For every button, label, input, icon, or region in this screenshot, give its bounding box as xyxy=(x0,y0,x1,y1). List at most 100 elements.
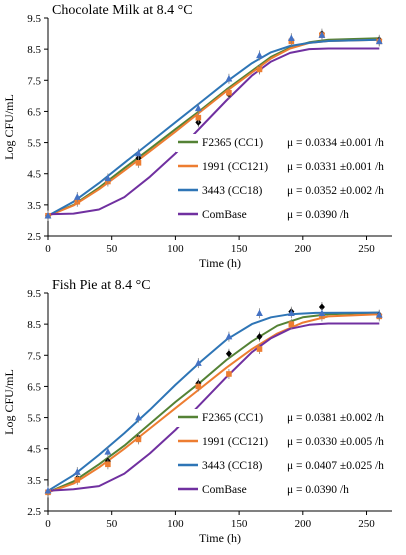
series-line-2 xyxy=(47,38,380,217)
chart-svg: Fish Pie at 8.4 °C 2.5 3.5 4.5 5.5 6.5 7.5 8.5 9… xyxy=(2,278,392,545)
chart-panel-fish-pie: Fish Pie at 8.4 °C 2.5 3.5 4.5 5.5 6.5 7.5 8.5 9… xyxy=(0,275,406,550)
triangle-marker xyxy=(73,193,81,200)
legend-bg xyxy=(176,457,390,475)
y-tick-label: 8.5 xyxy=(27,44,41,56)
data-point xyxy=(195,381,202,392)
square-marker xyxy=(256,66,263,73)
legend-mu-label: μ = 0.0390 /h xyxy=(287,484,349,496)
legend-mu-label: μ = 0.0407 ±0.025 /h xyxy=(287,460,384,472)
chart-title: Chocolate Milk at 8.4 °C xyxy=(52,3,193,18)
square-marker xyxy=(226,89,232,96)
triangle-marker xyxy=(287,309,295,317)
triangle-marker xyxy=(194,359,202,366)
triangle-marker xyxy=(135,149,142,157)
legend-mu-label: μ = 0.0381 ±0.002 /h xyxy=(287,412,384,424)
triangle-marker xyxy=(225,332,233,340)
legend-bg xyxy=(176,481,390,499)
triangle-marker xyxy=(44,486,52,494)
data-point xyxy=(287,33,295,44)
data-point xyxy=(135,434,142,445)
square-marker xyxy=(105,461,111,468)
data-point xyxy=(44,485,52,496)
x-axis-label: Time (h) xyxy=(199,531,241,545)
triangle-marker xyxy=(318,31,326,38)
data-point xyxy=(73,192,81,203)
y-axis-label: Log CFU/mL xyxy=(2,369,16,435)
diamond-marker xyxy=(225,350,232,358)
data-point xyxy=(256,64,263,75)
legend-bg xyxy=(176,206,390,224)
data-point xyxy=(226,87,232,98)
y-tick-label: 9.5 xyxy=(27,13,41,25)
y-tick-label: 4.5 xyxy=(27,169,41,181)
x-tick-label: 250 xyxy=(358,518,375,530)
data-point xyxy=(73,467,81,478)
y-tick-label: 5.5 xyxy=(27,413,41,425)
x-tick-label: 150 xyxy=(231,243,248,255)
x-tick-label: 50 xyxy=(106,518,118,530)
data-point xyxy=(226,368,232,379)
data-point xyxy=(104,173,112,184)
data-point xyxy=(288,319,295,330)
triangle-marker xyxy=(318,309,326,317)
data-point xyxy=(104,446,112,457)
square-marker xyxy=(288,321,295,327)
data-point xyxy=(256,344,263,355)
legend-mu-label: μ = 0.0390 /h xyxy=(287,209,349,221)
legend-label: 3443 (CC18) xyxy=(202,460,263,472)
data-point xyxy=(225,348,232,359)
x-axis-label: Time (h) xyxy=(199,256,241,270)
triangle-marker xyxy=(194,104,202,112)
legend-label: 3443 (CC18) xyxy=(202,185,263,197)
legend-label: 1991 (CC121) xyxy=(202,436,268,448)
triangle-marker xyxy=(375,311,383,318)
square-marker xyxy=(135,160,142,166)
legend-bg xyxy=(176,158,390,176)
triangle-marker xyxy=(256,51,263,59)
legend-bg xyxy=(176,409,390,427)
x-tick-label: 150 xyxy=(231,518,248,530)
x-tick-label: 50 xyxy=(106,243,118,255)
data-point xyxy=(135,157,142,168)
data-point xyxy=(256,50,263,61)
chart-title: Fish Pie at 8.4 °C xyxy=(52,278,151,293)
triangle-marker xyxy=(104,174,112,182)
chart-panel-chocolate-milk: Chocolate Milk at 8.4 °C 2.5 3.5 4.5 5.5 6.5 7… xyxy=(0,0,406,275)
square-marker xyxy=(135,436,142,443)
legend-mu-label: μ = 0.0334 ±0.001 /h xyxy=(287,137,384,149)
legend-bg xyxy=(176,134,390,152)
diamond-marker xyxy=(256,333,263,341)
legend-label: ComBase xyxy=(202,209,247,221)
data-point xyxy=(256,308,263,319)
series-line-3 xyxy=(47,322,380,492)
y-tick-label: 2.5 xyxy=(27,231,41,243)
y-tick-label: 7.5 xyxy=(27,350,41,362)
data-point xyxy=(375,309,383,320)
y-tick-label: 4.5 xyxy=(27,444,41,456)
data-point xyxy=(225,331,233,342)
triangle-marker xyxy=(104,448,112,455)
square-marker xyxy=(74,477,81,483)
y-tick-label: 6.5 xyxy=(27,106,41,118)
data-point xyxy=(287,308,295,319)
square-marker xyxy=(226,371,232,377)
triangle-marker xyxy=(375,37,383,45)
legend-label: F2365 (CC1) xyxy=(202,412,263,424)
triangle-marker xyxy=(135,413,142,421)
y-tick-label: 2.5 xyxy=(27,506,41,518)
data-point xyxy=(135,412,142,423)
y-tick-label: 6.5 xyxy=(27,381,41,393)
legend-mu-label: μ = 0.0330 ±0.005 /h xyxy=(287,436,384,448)
x-tick-label: 0 xyxy=(45,243,51,255)
series-line-3 xyxy=(47,47,380,216)
triangle-marker xyxy=(256,309,263,317)
x-tick-label: 0 xyxy=(45,518,51,530)
legend-bg xyxy=(176,433,390,451)
y-tick-label: 3.5 xyxy=(27,475,41,487)
legend-label: F2365 (CC1) xyxy=(202,137,263,149)
square-marker xyxy=(256,346,263,352)
series-line-0 xyxy=(47,311,380,494)
square-marker xyxy=(195,114,202,121)
x-tick-label: 200 xyxy=(295,243,312,255)
legend-label: ComBase xyxy=(202,484,247,496)
